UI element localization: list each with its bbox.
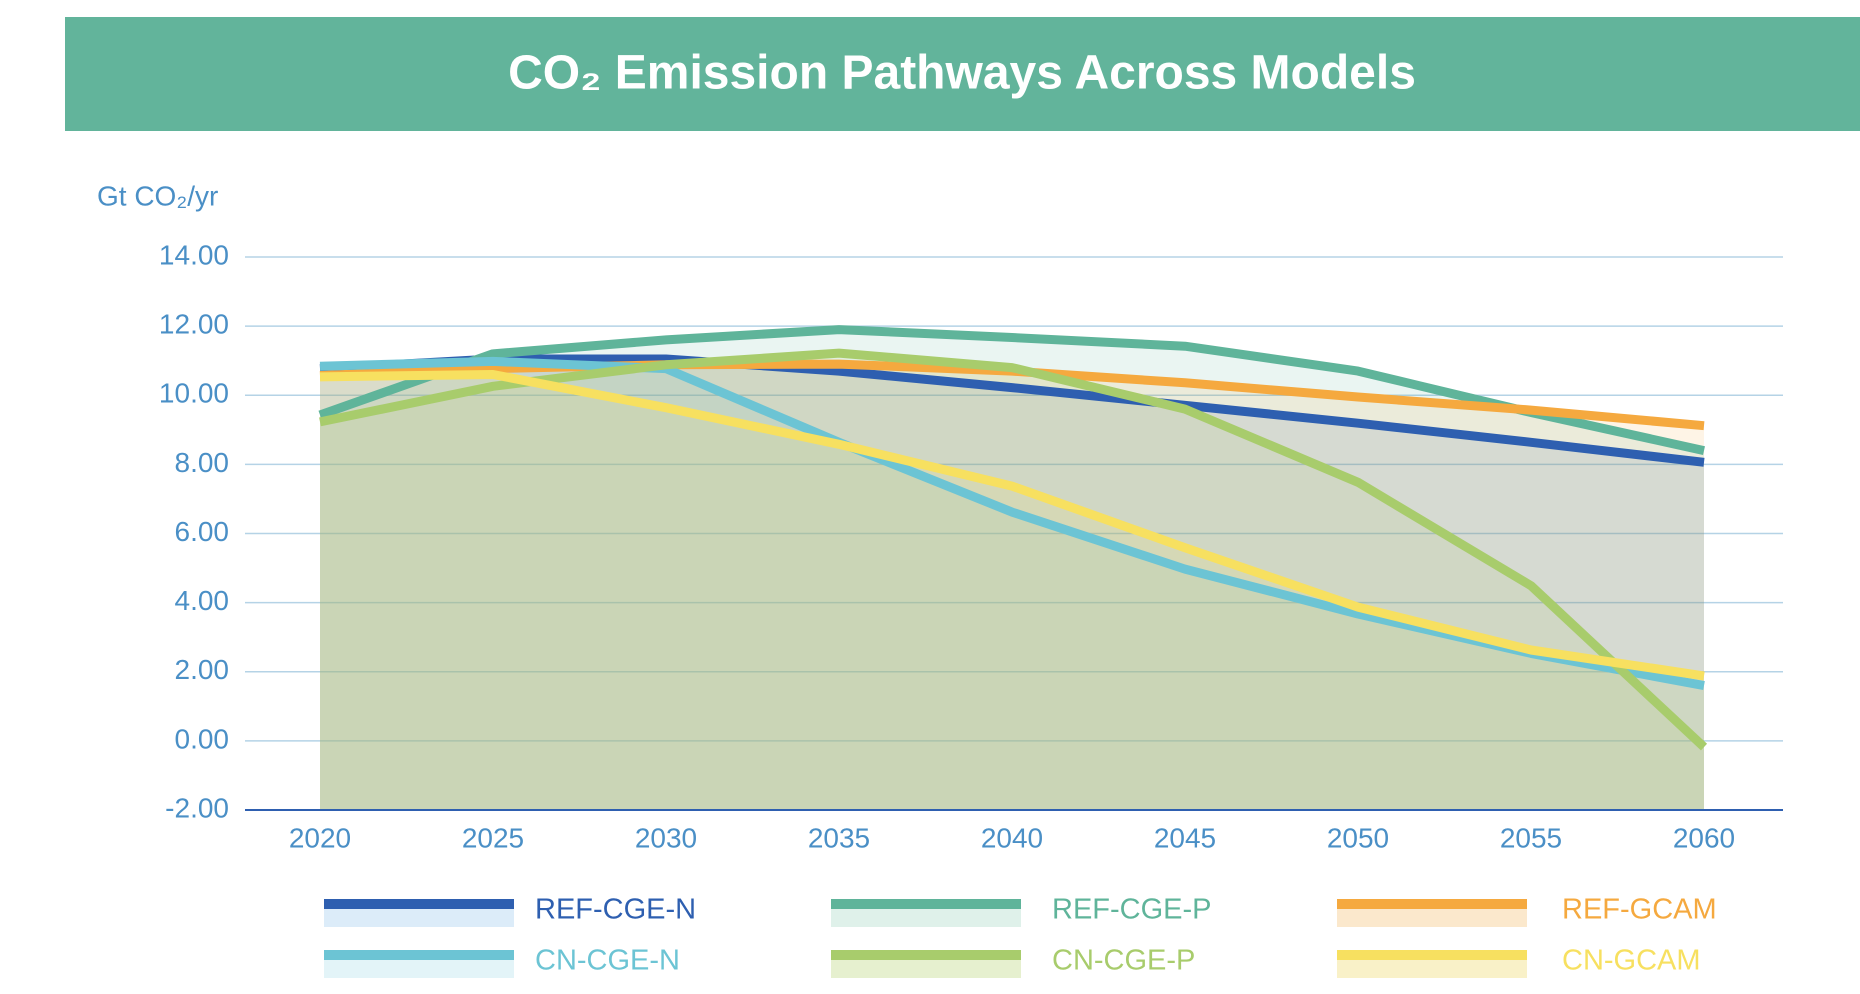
legend-swatch-line <box>831 899 1021 909</box>
legend-label: REF-CGE-P <box>1052 894 1212 926</box>
legend-swatch-line <box>324 950 514 960</box>
x-tick-label: 2060 <box>1673 822 1735 853</box>
legend-label: CN-CGE-P <box>1052 945 1195 977</box>
legend-swatch-fill <box>1337 956 1527 978</box>
y-tick-label: 0.00 <box>175 723 230 754</box>
series-area <box>320 364 1704 810</box>
series-line <box>319 348 1708 751</box>
series-line <box>318 325 1705 455</box>
y-tick-label: 12.00 <box>159 309 229 340</box>
x-tick-label: 2035 <box>808 822 870 853</box>
y-tick-label: 14.00 <box>159 239 229 270</box>
legend-swatch-fill <box>324 956 514 978</box>
y-tick-label: 6.00 <box>175 516 230 547</box>
y-tick-label: -2.00 <box>165 792 229 823</box>
legend-swatch-fill <box>324 905 514 927</box>
x-tick-label: 2050 <box>1327 822 1389 853</box>
series-area <box>320 359 1704 810</box>
y-axis-label: Gt CO₂/yr <box>97 180 218 211</box>
series-area <box>320 361 1704 810</box>
legend-swatch-fill <box>1337 905 1527 927</box>
legend-swatch-line <box>831 950 1021 960</box>
legend-label: REF-GCAM <box>1562 894 1717 926</box>
legend-swatch-line <box>1337 899 1527 909</box>
legend-swatch-fill <box>831 905 1021 927</box>
x-tick-label: 2030 <box>635 822 697 853</box>
legend-label: CN-GCAM <box>1562 945 1701 977</box>
x-tick-label: 2045 <box>1154 822 1216 853</box>
legend-swatch-line <box>324 899 514 909</box>
series-area <box>320 329 1704 810</box>
series-area <box>320 353 1704 810</box>
title-banner <box>65 17 1860 131</box>
legend-swatch-line <box>1337 950 1527 960</box>
y-tick-label: 8.00 <box>175 447 230 478</box>
y-tick-label: 4.00 <box>175 585 230 616</box>
legend-swatch-fill <box>831 956 1021 978</box>
chart-title: CO₂ Emission Pathways Across Models <box>508 47 1416 100</box>
series-line <box>319 354 1705 467</box>
y-tick-label: 10.00 <box>159 378 229 409</box>
x-tick-label: 2025 <box>462 822 524 853</box>
areas <box>320 329 1704 810</box>
legend-label: CN-CGE-N <box>535 945 680 977</box>
series-area <box>320 374 1704 810</box>
x-tick-label: 2055 <box>1500 822 1562 853</box>
x-tick-label: 2020 <box>289 822 351 853</box>
series-line <box>319 370 1705 681</box>
lines <box>318 325 1708 751</box>
legend-label: REF-CGE-N <box>535 894 696 926</box>
x-tick-label: 2040 <box>981 822 1043 853</box>
y-tick-label: 2.00 <box>175 654 230 685</box>
